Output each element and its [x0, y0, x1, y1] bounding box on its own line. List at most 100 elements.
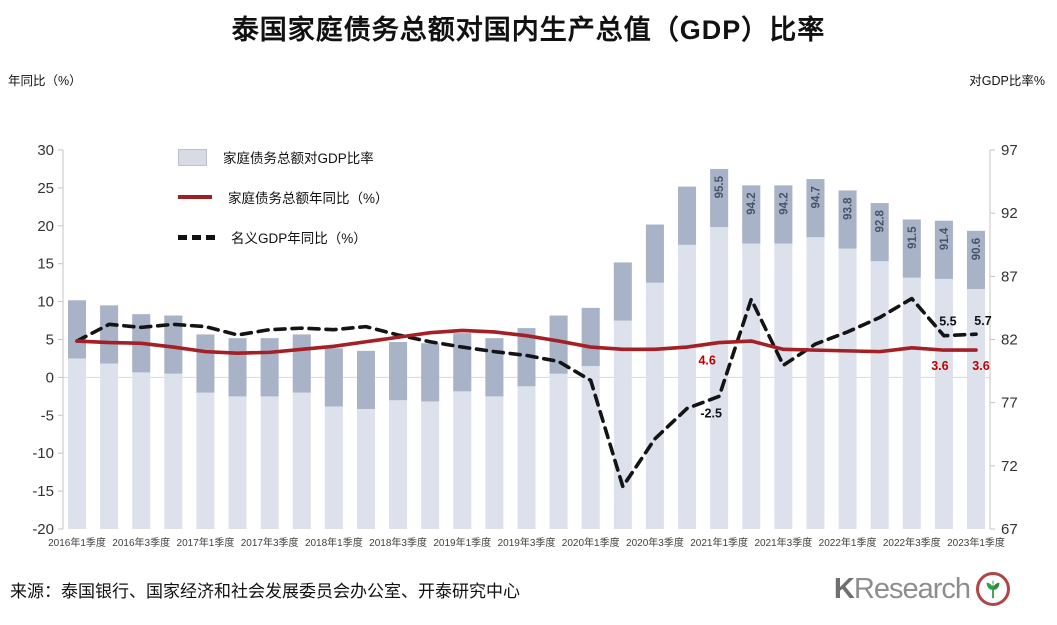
debt-ratio-bar: [774, 185, 793, 529]
debt-ratio-bar-cap: [453, 333, 472, 392]
x-tick-label: 2020年1季度: [562, 536, 620, 549]
debt-ratio-bar: [806, 179, 825, 529]
left-tick-label: 30: [37, 142, 54, 159]
left-axis-title: 年同比（%）: [8, 74, 82, 88]
right-tick-label: 67: [1001, 521, 1018, 538]
right-tick-label: 77: [1001, 395, 1018, 412]
left-tick-label: -20: [32, 521, 54, 538]
x-tick-label: 2017年3季度: [241, 536, 299, 549]
bar-value-label: 92.8: [875, 209, 887, 232]
x-tick-label: 2016年1季度: [48, 536, 106, 549]
debt-ratio-bar-cap: [356, 350, 375, 409]
debt-ratio-bar: [613, 262, 632, 529]
debt-ratio-bar-cap: [902, 219, 921, 278]
debt-ratio-bar: [645, 224, 664, 529]
debt-ratio-bar-cap: [966, 230, 985, 289]
kresearch-logo: KResearch: [834, 572, 1010, 606]
left-tick-label: 10: [37, 294, 54, 311]
point-label: 3.6: [972, 359, 989, 373]
debt-ratio-bar-cap: [710, 168, 729, 228]
right-tick-label: 92: [1001, 205, 1018, 222]
x-tick-label: 2023年1季度: [947, 536, 1005, 549]
point-label: 4.6: [698, 354, 715, 368]
chart-title: 泰国家庭债务总额对国内生产总值（GDP）比率: [231, 15, 826, 45]
bar-value-label: 93.8: [843, 197, 855, 220]
x-tick-label: 2018年1季度: [305, 536, 363, 549]
bar-value-label: 94.2: [746, 192, 758, 214]
legend-item-gdp-yoy: 名义GDP年同比（%）: [178, 226, 389, 248]
debt-ratio-bar: [742, 185, 761, 529]
debt-ratio-bar-cap: [613, 262, 632, 321]
debt-yoy-line: [75, 328, 978, 355]
debt-ratio-bar-cap: [774, 185, 793, 244]
bar-value-label: 95.5: [714, 175, 726, 198]
x-tick-label: 2021年3季度: [754, 536, 812, 549]
x-tick-label: 2019年1季度: [433, 536, 491, 549]
debt-ratio-bar-cap: [934, 220, 953, 279]
nominal-gdp-yoy-line: [75, 296, 978, 489]
x-tick-label: 2019年3季度: [498, 536, 556, 549]
point-label: 3.6: [931, 359, 948, 373]
debt-ratio-bar: [870, 203, 889, 529]
debt-ratio-bar-cap: [485, 338, 504, 397]
legend-item-debt-ratio: 家庭债务总额对GDP比率: [178, 146, 389, 168]
bar-value-label: 91.4: [939, 227, 951, 250]
debt-ratio-bar-cap: [678, 186, 697, 245]
legend: 家庭债务总额对GDP比率 家庭债务总额年同比（%） 名义GDP年同比（%）: [178, 146, 389, 248]
debt-ratio-bar-cap: [196, 334, 215, 393]
dashed-line-swatch-icon: [178, 234, 215, 240]
debt-ratio-bar-cap: [228, 338, 247, 397]
debt-ratio-bar-cap: [838, 190, 857, 249]
left-tick-label: 0: [46, 369, 54, 386]
source-text: 来源：泰国银行、国家经济和社会发展委员会办公室、开泰研究中心: [10, 581, 520, 601]
right-tick-label: 82: [1001, 332, 1018, 349]
legend-label: 家庭债务总额年同比（%）: [228, 191, 389, 206]
debt-ratio-bar: [902, 219, 921, 529]
legend-label: 名义GDP年同比（%）: [231, 231, 367, 246]
left-tick-label: 25: [37, 180, 54, 197]
left-tick-label: 5: [46, 332, 54, 349]
debt-ratio-bar-cap: [68, 300, 86, 359]
debt-ratio-bar-cap: [581, 307, 600, 367]
debt-ratio-bar: [678, 186, 697, 530]
x-tick-label: 2020年3季度: [626, 536, 684, 549]
left-tick-label: 15: [37, 256, 54, 273]
debt-ratio-bar-cap: [164, 315, 183, 374]
bar-value-label: 91.5: [907, 226, 919, 249]
left-tick-label: -5: [41, 407, 54, 424]
x-tick-label: 2022年1季度: [819, 536, 877, 549]
debt-ratio-bar-cap: [806, 179, 825, 238]
legend-label: 家庭债务总额对GDP比率: [223, 151, 374, 166]
debt-ratio-bar: [838, 190, 857, 529]
red-line-swatch-icon: [178, 195, 212, 199]
right-tick-label: 72: [1001, 458, 1018, 475]
point-label: -2.5: [700, 406, 722, 420]
left-tick-label: -15: [32, 483, 54, 500]
bar-value-label: 90.6: [971, 238, 983, 260]
x-tick-label: 2022年3季度: [883, 536, 941, 549]
debt-ratio-bar-cap: [389, 342, 408, 401]
footer: 来源：泰国银行、国家经济和社会发展委员会办公室、开泰研究中心 KResearch: [10, 572, 1050, 606]
left-tick-label: 20: [37, 218, 54, 235]
debt-ratio-bar-cap: [260, 338, 279, 397]
debt-ratio-bar-cap: [421, 343, 440, 402]
x-tick-label: 2016年3季度: [112, 536, 170, 549]
x-tick-label: 2021年1季度: [690, 536, 748, 549]
debt-ratio-bar: [966, 230, 985, 529]
right-tick-label: 87: [1001, 268, 1018, 285]
point-label: 5.7: [974, 314, 991, 328]
debt-ratio-bar-cap: [292, 334, 311, 393]
kresearch-logo-text: KResearch: [833, 572, 971, 605]
debt-ratio-bar-cap: [870, 203, 889, 262]
right-axis-title: 对GDP比率%: [969, 74, 1045, 88]
point-label: 5.5: [939, 315, 956, 329]
bar-swatch-icon: [178, 148, 207, 166]
debt-ratio-bar: [934, 220, 953, 529]
bar-value-label: 94.7: [810, 186, 822, 208]
debt-ratio-bar-cap: [324, 348, 343, 407]
x-tick-label: 2017年1季度: [177, 536, 235, 549]
legend-item-debt-yoy: 家庭债务总额年同比（%）: [178, 186, 389, 208]
bar-value-label: 94.2: [778, 192, 790, 214]
left-tick-label: -10: [32, 445, 54, 462]
